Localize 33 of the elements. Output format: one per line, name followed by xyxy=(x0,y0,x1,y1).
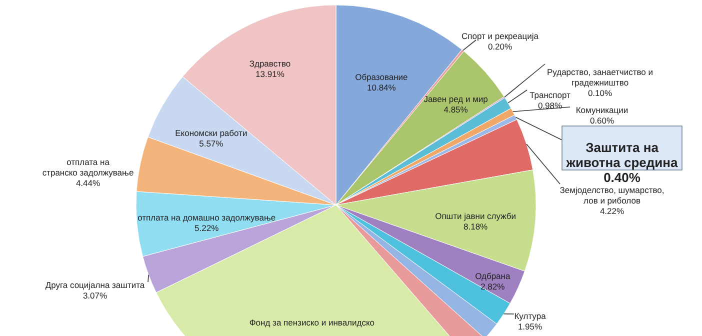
slice-label: Образование xyxy=(355,72,408,82)
slice-label: Транспорт xyxy=(530,90,571,100)
data-label: 4.44% xyxy=(76,178,100,188)
slice-label: Заштита на животна средина xyxy=(565,140,678,170)
slice-label: Фонд за пензиско и инвалидско xyxy=(249,318,375,328)
data-label: 5.22% xyxy=(194,222,220,233)
slice-label: отплата на домашно задолжување xyxy=(138,212,276,222)
slice-label: Земјоделство, шумарство, лов и риболов xyxy=(560,185,664,206)
data-label: 5.57% xyxy=(199,138,224,149)
slice-label: Спорт и рекреација xyxy=(462,31,539,41)
slice-label: Друга социјална заштита xyxy=(45,280,145,290)
data-label: 0.98% xyxy=(538,100,562,110)
slice-label: отплата на странско задолжување xyxy=(42,157,134,178)
data-label: 10.84% xyxy=(367,82,396,92)
slice-label: Култура xyxy=(514,311,546,321)
data-label: 3.07% xyxy=(82,290,108,300)
data-label: 0.10% xyxy=(588,88,612,98)
slice-label: Економски работи xyxy=(175,128,248,138)
data-label: 4.85% xyxy=(444,104,468,114)
data-label: 2.82% xyxy=(480,282,506,292)
slice-label: Комуникации xyxy=(576,105,628,115)
slice-label: Јавен ред и мир xyxy=(424,94,488,104)
data-label: 0.20% xyxy=(488,42,512,52)
data-label: 8.18% xyxy=(463,222,488,232)
slice-label: Општи јавни служби xyxy=(435,211,516,222)
data-label: 0.60% xyxy=(590,116,614,126)
data-label: 0.40% xyxy=(604,170,641,185)
slice-label: Одбрана xyxy=(475,271,510,282)
data-label: 13.91% xyxy=(256,69,285,80)
slice-label: Рударство, занаетчиство и градежништво xyxy=(546,67,654,88)
data-label: 1.95% xyxy=(518,322,542,332)
slice-label: Здравство xyxy=(249,58,291,69)
data-label: 4.22% xyxy=(600,206,624,216)
